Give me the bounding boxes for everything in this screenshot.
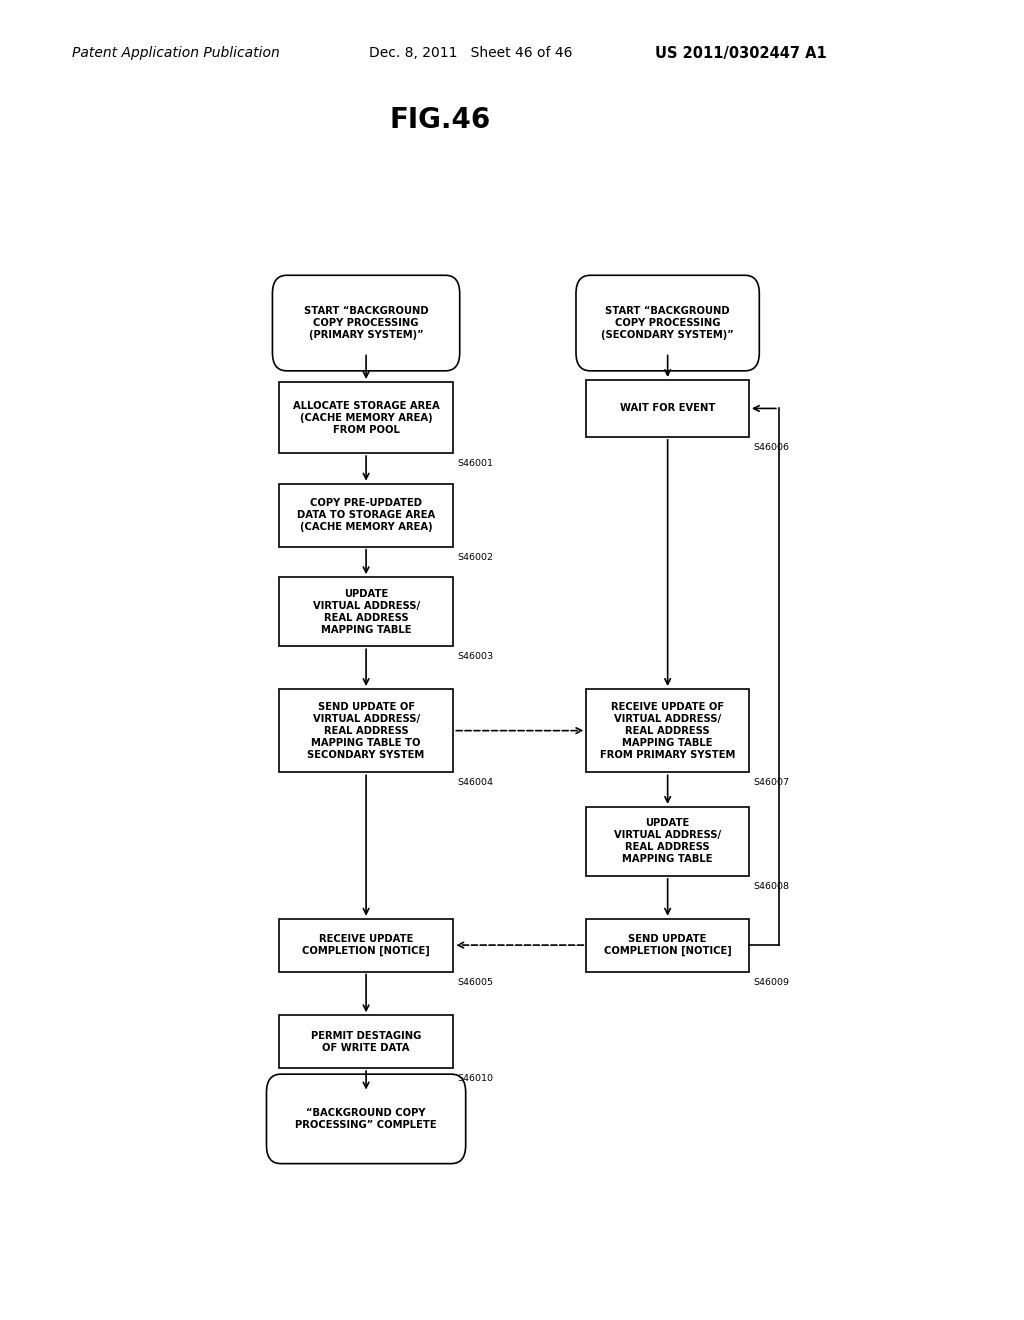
Text: S46010: S46010 (458, 1074, 494, 1084)
Text: UPDATE
VIRTUAL ADDRESS/
REAL ADDRESS
MAPPING TABLE: UPDATE VIRTUAL ADDRESS/ REAL ADDRESS MAP… (312, 589, 420, 635)
FancyBboxPatch shape (575, 276, 760, 371)
Text: S46009: S46009 (753, 978, 788, 986)
Bar (587, 807, 749, 876)
Text: RECEIVE UPDATE
COMPLETION [NOTICE]: RECEIVE UPDATE COMPLETION [NOTICE] (302, 935, 430, 956)
Text: START “BACKGROUND
COPY PROCESSING
(PRIMARY SYSTEM)”: START “BACKGROUND COPY PROCESSING (PRIMA… (304, 306, 428, 341)
Bar (587, 919, 749, 972)
Text: S46003: S46003 (458, 652, 494, 661)
Text: US 2011/0302447 A1: US 2011/0302447 A1 (655, 46, 827, 61)
Bar (279, 1015, 454, 1068)
Text: SEND UPDATE
COMPLETION [NOTICE]: SEND UPDATE COMPLETION [NOTICE] (604, 935, 731, 956)
Text: S46001: S46001 (458, 459, 494, 469)
Text: COPY PRE-UPDATED
DATA TO STORAGE AREA
(CACHE MEMORY AREA): COPY PRE-UPDATED DATA TO STORAGE AREA (C… (297, 498, 435, 532)
FancyBboxPatch shape (266, 1074, 466, 1164)
Text: FIG.46: FIG.46 (390, 106, 490, 133)
Text: START “BACKGROUND
COPY PROCESSING
(SECONDARY SYSTEM)”: START “BACKGROUND COPY PROCESSING (SECON… (601, 306, 734, 341)
Text: Dec. 8, 2011   Sheet 46 of 46: Dec. 8, 2011 Sheet 46 of 46 (369, 46, 572, 61)
Text: S46006: S46006 (753, 444, 788, 451)
Text: S46004: S46004 (458, 779, 494, 788)
Text: S46005: S46005 (458, 978, 494, 986)
Text: ALLOCATE STORAGE AREA
(CACHE MEMORY AREA)
FROM POOL: ALLOCATE STORAGE AREA (CACHE MEMORY AREA… (293, 400, 439, 434)
Text: Patent Application Publication: Patent Application Publication (72, 46, 280, 61)
Bar (279, 381, 454, 453)
Text: UPDATE
VIRTUAL ADDRESS/
REAL ADDRESS
MAPPING TABLE: UPDATE VIRTUAL ADDRESS/ REAL ADDRESS MAP… (614, 818, 721, 865)
Bar (279, 689, 454, 772)
Text: S46002: S46002 (458, 553, 494, 562)
Text: WAIT FOR EVENT: WAIT FOR EVENT (620, 404, 716, 413)
Bar (279, 919, 454, 972)
Bar (587, 689, 749, 772)
Text: SEND UPDATE OF
VIRTUAL ADDRESS/
REAL ADDRESS
MAPPING TABLE TO
SECONDARY SYSTEM: SEND UPDATE OF VIRTUAL ADDRESS/ REAL ADD… (307, 702, 425, 759)
Text: “BACKGROUND COPY
PROCESSING” COMPLETE: “BACKGROUND COPY PROCESSING” COMPLETE (295, 1107, 437, 1130)
Bar (279, 577, 454, 647)
Bar (279, 483, 454, 546)
Text: PERMIT DESTAGING
OF WRITE DATA: PERMIT DESTAGING OF WRITE DATA (311, 1031, 421, 1052)
FancyBboxPatch shape (272, 276, 460, 371)
Text: RECEIVE UPDATE OF
VIRTUAL ADDRESS/
REAL ADDRESS
MAPPING TABLE
FROM PRIMARY SYSTE: RECEIVE UPDATE OF VIRTUAL ADDRESS/ REAL … (600, 702, 735, 759)
Text: S46008: S46008 (753, 882, 788, 891)
Text: S46007: S46007 (753, 779, 788, 788)
Bar (587, 380, 749, 437)
